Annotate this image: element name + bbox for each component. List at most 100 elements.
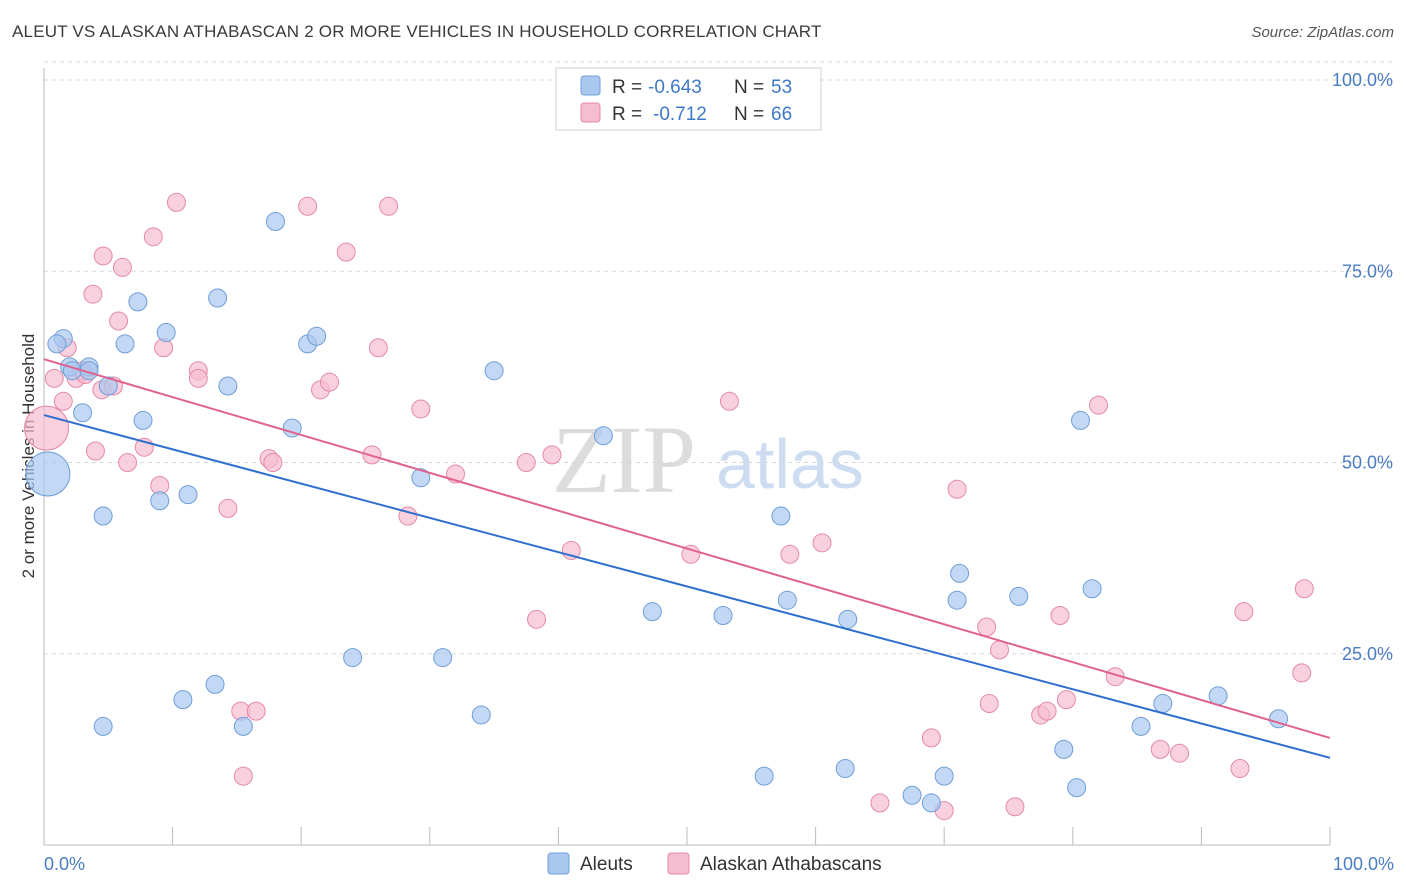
athabascan-point xyxy=(1234,602,1254,622)
legend-r-value-aleuts: -0.643 xyxy=(648,77,702,98)
y-tick-label: 75.0% xyxy=(1342,261,1393,281)
athabascan-point xyxy=(93,246,113,266)
athabascan-point xyxy=(719,391,739,411)
athabascan-point xyxy=(542,445,562,465)
athabascan-point xyxy=(1294,579,1314,599)
athabascan-point xyxy=(1050,606,1070,625)
athabascan-point xyxy=(411,399,431,419)
athabascan-point xyxy=(109,311,129,331)
aleut-point xyxy=(1054,739,1074,759)
aleut-point xyxy=(208,288,228,308)
athabascan-point xyxy=(53,391,73,411)
aleut-point xyxy=(25,451,71,497)
athabascan-point xyxy=(118,453,138,472)
aleut-point xyxy=(265,212,285,232)
athabascan-point xyxy=(379,196,399,216)
stats-legend: R = -0.643 N = 53 R = -0.712 N = 66 xyxy=(555,67,822,131)
athabascan-point xyxy=(1089,395,1109,415)
aleut-point xyxy=(713,606,733,625)
athabascan-point xyxy=(1230,759,1250,778)
athabascan-point xyxy=(979,693,999,713)
x-tick-label-min: 0.0% xyxy=(44,854,85,874)
aleut-point xyxy=(471,705,491,725)
aleut-point xyxy=(133,410,153,430)
aleut-point xyxy=(777,590,797,610)
aleut-point xyxy=(1071,410,1091,430)
x-axis-ticks xyxy=(43,827,1331,845)
y-tick-label: 100.0% xyxy=(1332,70,1393,90)
aleut-point xyxy=(343,648,363,668)
aleut-point xyxy=(921,793,941,813)
athabascan-point xyxy=(812,533,832,553)
watermark-zip: ZIP xyxy=(552,406,696,513)
athabascan-point xyxy=(516,453,536,472)
athabascan-point xyxy=(319,372,339,392)
athabascan-point xyxy=(112,257,132,277)
athabascan-point xyxy=(977,617,997,637)
legend-n-label-athabascans: N = xyxy=(734,104,764,125)
source-credit: Source: ZipAtlas.com xyxy=(1251,24,1394,41)
aleut-point xyxy=(838,609,858,629)
athabascan-point xyxy=(218,498,238,518)
x-tick-label-max: 100.0% xyxy=(1333,854,1394,874)
athabascan-point xyxy=(527,609,547,629)
watermark-atlas: atlas xyxy=(716,425,864,503)
athabascan-point xyxy=(336,242,356,262)
y-tick-label: 50.0% xyxy=(1342,453,1393,473)
aleut-point xyxy=(93,716,113,736)
series-legend-label-aleuts: Aleuts xyxy=(580,854,633,875)
aleut-point xyxy=(484,361,504,381)
series-legend-swatch-athabascans xyxy=(667,852,690,875)
athabascan-point xyxy=(188,368,208,388)
aleut-point xyxy=(307,326,327,346)
chart-title: ALEUT VS ALASKAN ATHABASCAN 2 OR MORE VE… xyxy=(12,22,822,41)
aleut-point xyxy=(93,506,113,526)
legend-n-value-athabascans: 66 xyxy=(771,104,792,125)
legend-r-label-aleuts: R = xyxy=(612,77,642,98)
athabascan-point xyxy=(368,338,388,358)
series-legend-label-athabascans: Alaskan Athabascans xyxy=(700,854,882,875)
athabascan-trend-line xyxy=(43,358,1331,739)
athabascan-point xyxy=(1150,739,1170,759)
aleut-point xyxy=(771,506,791,526)
athabascan-point xyxy=(1005,797,1025,817)
athabascan-point xyxy=(166,192,186,212)
athabascan-point xyxy=(870,793,890,813)
legend-r-value-athabascans: -0.712 xyxy=(653,104,707,125)
athabascan-point xyxy=(263,453,283,472)
aleut-point xyxy=(178,485,198,505)
aleut-point xyxy=(205,674,225,694)
aleut-point xyxy=(1009,586,1029,606)
aleut-point xyxy=(62,361,82,381)
athabascan-point xyxy=(24,405,70,451)
y-axis-tick-labels: 100.0% 75.0% 50.0% 25.0% xyxy=(1332,70,1393,664)
trend-lines xyxy=(43,358,1331,759)
grid-lines xyxy=(44,61,1392,655)
legend-n-value-aleuts: 53 xyxy=(771,77,792,98)
aleut-point xyxy=(47,334,67,354)
aleut-point xyxy=(1131,716,1151,736)
aleut-point xyxy=(593,426,613,446)
aleut-point xyxy=(754,766,774,786)
athabascan-point xyxy=(298,196,318,216)
aleut-point xyxy=(934,766,954,786)
aleut-point xyxy=(950,563,970,583)
aleut-point xyxy=(173,690,193,710)
athabascan-point xyxy=(1056,690,1076,710)
aleut-point xyxy=(433,648,453,668)
aleut-trend-line xyxy=(43,414,1331,759)
aleut-point xyxy=(150,491,170,511)
aleut-point xyxy=(98,376,118,396)
aleut-point xyxy=(1153,693,1173,713)
aleut-point xyxy=(282,418,302,438)
aleut-point xyxy=(947,590,967,610)
series-legend-swatch-aleuts xyxy=(547,852,570,875)
aleut-point xyxy=(1067,778,1087,798)
athabascan-point xyxy=(780,544,800,564)
athabascan-point xyxy=(989,640,1009,660)
athabascan-point xyxy=(246,701,266,721)
aleut-point xyxy=(73,403,93,423)
aleut-point xyxy=(156,322,176,342)
athabascan-point xyxy=(681,544,701,564)
